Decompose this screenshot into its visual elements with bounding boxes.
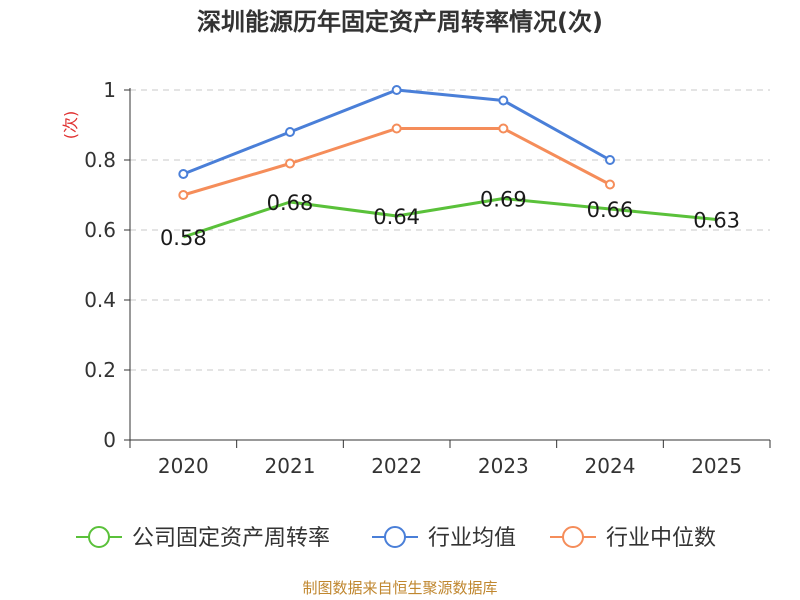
data-point: [391, 85, 402, 95]
y-tick-label: 1: [103, 78, 116, 102]
axes: 0 0.2 0.4 0.6 0.8 1 2020 2021 2022 2023 2024 2025 (次…: [61, 78, 771, 478]
data-point: [605, 155, 615, 165]
series-lines: [178, 85, 717, 239]
legend-item[interactable]: 行业均值: [372, 526, 516, 551]
y-tick-label: 0.8: [84, 148, 116, 172]
series-line: [182, 127, 611, 197]
y-tick-label: 0.6: [84, 218, 116, 242]
legend-marker: [562, 526, 584, 548]
data-point: [605, 179, 615, 190]
data-label: 0.64: [373, 205, 420, 229]
legend-label: 行业均值: [428, 526, 516, 551]
legend-label: 行业中位数: [606, 526, 716, 551]
y-axis-label: (次): [61, 111, 80, 140]
x-tick-label: 2022: [371, 454, 422, 478]
y-tick-label: 0.4: [84, 288, 116, 312]
legend-marker: [384, 526, 406, 548]
data-label: 0.58: [160, 226, 207, 250]
y-tick-label: 0: [103, 428, 116, 452]
data-point: [285, 158, 295, 169]
legend: 公司固定资产周转率 行业均值 行业中位数: [76, 526, 716, 551]
data-label: 0.69: [480, 188, 527, 212]
x-tick-label: 2021: [265, 454, 316, 478]
footer-source: 制图数据来自恒生聚源数据库: [302, 579, 498, 597]
legend-marker: [88, 526, 110, 548]
data-labels: 0.58 0.68 0.64 0.69 0.66 0.63: [160, 188, 740, 251]
legend-item[interactable]: 公司固定资产周转率: [76, 526, 330, 551]
series-line: [182, 197, 717, 239]
data-point: [178, 169, 189, 179]
grid-lines: [130, 89, 770, 371]
x-tick-label: 2023: [478, 454, 529, 478]
data-label: 0.66: [587, 198, 634, 222]
data-point: [391, 123, 402, 134]
data-label: 0.68: [267, 191, 314, 215]
chart-title: 深圳能源历年固定资产周转率情况(次): [197, 8, 603, 36]
legend-label: 公司固定资产周转率: [132, 526, 330, 551]
y-tick-label: 0.2: [84, 358, 116, 382]
x-tick-label: 2025: [691, 454, 742, 478]
data-label: 0.63: [693, 209, 740, 233]
data-point: [285, 127, 295, 137]
x-tick-label: 2024: [585, 454, 636, 478]
data-point: [498, 123, 509, 134]
data-point: [498, 95, 509, 106]
x-tick-label: 2020: [158, 454, 209, 478]
legend-item[interactable]: 行业中位数: [550, 526, 716, 551]
data-point: [178, 190, 189, 200]
